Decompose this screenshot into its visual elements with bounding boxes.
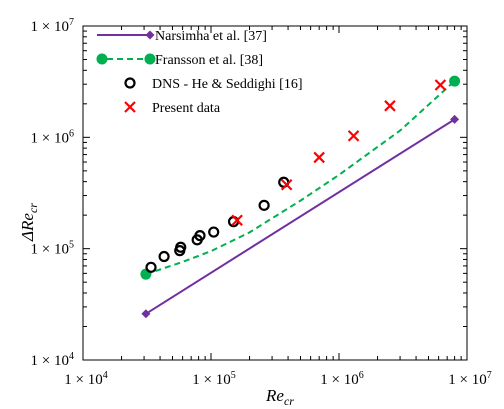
- y-tick-label: 1 × 105: [31, 240, 74, 258]
- legend-marker: [96, 53, 108, 65]
- data-point: [158, 250, 170, 263]
- legend-marker: [124, 77, 136, 89]
- series-line: [145, 118, 456, 315]
- data-point: [347, 130, 360, 142]
- y-tick-label: 1 × 106: [31, 128, 74, 146]
- legend-item-3: Present data: [124, 101, 221, 116]
- legend: Narsimha et al. [37] Fransson et al. [38]…: [96, 29, 303, 116]
- series-line: [145, 80, 456, 276]
- x-tick-label: 1 × 107: [448, 370, 491, 388]
- y-axis-title: ΔRecr: [18, 203, 40, 242]
- data-point: [450, 114, 460, 124]
- legend-label: Present data: [152, 101, 221, 116]
- y-axis-ticks: 1 × 104 1 × 105 1 × 106 1 × 107: [31, 17, 467, 369]
- legend-item-2: DNS - He & Seddighi [16]: [124, 77, 303, 92]
- legend-item-1: Fransson et al. [38]: [96, 53, 263, 68]
- data-point: [434, 79, 447, 91]
- data-point: [449, 75, 461, 87]
- data-point: [313, 151, 325, 164]
- legend-marker: [145, 30, 155, 40]
- x-tick-label: 1 × 104: [64, 370, 107, 388]
- legend-label: Narsimha et al. [37]: [155, 29, 267, 44]
- data-point: [208, 226, 220, 238]
- x-tick-label: 1 × 105: [192, 370, 235, 388]
- data-point: [145, 261, 157, 273]
- x-axis-ticks: 1 × 104 1 × 105 1 × 106 1 × 107: [64, 26, 492, 388]
- plot-border: [82, 25, 468, 361]
- data-point: [384, 100, 396, 112]
- data-point: [194, 230, 206, 242]
- legend-label: DNS - He & Seddighi [16]: [152, 77, 303, 92]
- legend-marker: [144, 53, 156, 65]
- plot-frame: [82, 25, 468, 361]
- data-point: [280, 178, 293, 191]
- x-axis-title: Recr: [265, 386, 294, 408]
- data-point: [175, 241, 187, 253]
- series-0: [141, 114, 460, 319]
- y-tick-label: 1 × 104: [31, 351, 74, 369]
- data-point: [140, 268, 152, 280]
- legend-item-0: Narsimha et al. [37]: [97, 29, 267, 44]
- series-2: [145, 176, 290, 273]
- data-point: [141, 309, 151, 319]
- data-point: [231, 214, 243, 227]
- legend-label: Fransson et al. [38]: [155, 53, 263, 68]
- data-series: [140, 75, 461, 319]
- x-tick-label: 1 × 106: [320, 370, 363, 388]
- data-point: [258, 199, 270, 211]
- y-tick-label: 1 × 107: [31, 17, 74, 35]
- series-3: [231, 79, 447, 227]
- legend-marker: [124, 101, 136, 113]
